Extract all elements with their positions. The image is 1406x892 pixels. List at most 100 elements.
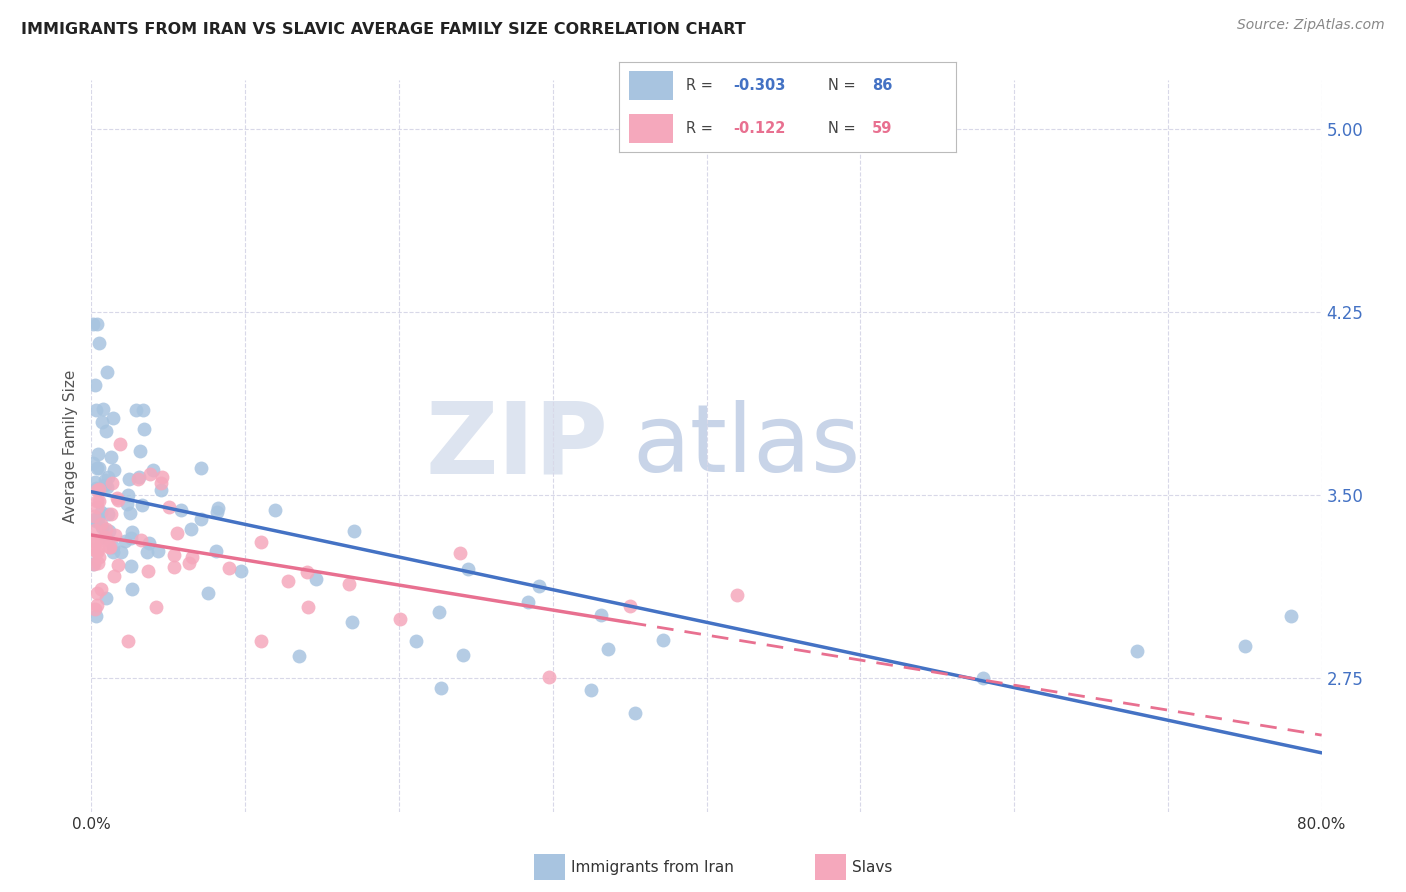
Point xyxy=(115,497,138,511)
Text: ZIP: ZIP xyxy=(425,398,607,494)
Point xyxy=(343,524,366,538)
Point xyxy=(87,510,110,524)
Point xyxy=(101,540,124,554)
Point xyxy=(90,505,112,519)
Point xyxy=(121,582,143,597)
Point xyxy=(96,480,118,494)
Point xyxy=(129,533,152,548)
Point xyxy=(589,607,612,622)
Point xyxy=(94,478,117,492)
Point xyxy=(83,602,105,616)
Point xyxy=(127,472,149,486)
Point xyxy=(86,317,108,331)
Point xyxy=(135,544,157,558)
Point xyxy=(96,591,118,605)
Point xyxy=(180,550,202,565)
Point xyxy=(725,588,748,602)
Point xyxy=(83,523,105,537)
Text: Immigrants from Iran: Immigrants from Iran xyxy=(571,860,734,874)
Point xyxy=(94,522,117,536)
Point xyxy=(91,520,114,534)
Point xyxy=(84,403,107,417)
Text: Source: ZipAtlas.com: Source: ZipAtlas.com xyxy=(1237,18,1385,32)
Point xyxy=(150,483,173,497)
Text: R =: R = xyxy=(686,78,713,93)
Point xyxy=(87,494,110,508)
Text: -0.122: -0.122 xyxy=(734,121,786,136)
Point xyxy=(98,540,121,554)
Point xyxy=(87,483,110,497)
Point xyxy=(91,402,114,417)
Point xyxy=(538,670,561,684)
Point xyxy=(288,648,311,663)
Point xyxy=(229,564,252,578)
Text: R =: R = xyxy=(686,121,713,136)
Point xyxy=(142,463,165,477)
Y-axis label: Average Family Size: Average Family Size xyxy=(63,369,79,523)
Point xyxy=(277,574,299,588)
Point xyxy=(430,681,453,696)
Point xyxy=(82,541,104,556)
Text: N =: N = xyxy=(828,78,855,93)
Point xyxy=(120,506,142,520)
Point xyxy=(118,472,141,486)
Point xyxy=(132,402,155,417)
Point xyxy=(87,541,110,556)
Point xyxy=(86,493,108,508)
Point xyxy=(83,535,105,549)
Point xyxy=(149,475,172,490)
Point xyxy=(340,615,363,629)
Point xyxy=(90,516,112,531)
Point xyxy=(104,528,127,542)
Point xyxy=(84,514,107,528)
Point xyxy=(297,565,319,579)
Point xyxy=(128,444,150,458)
Point xyxy=(103,463,125,477)
Point xyxy=(166,526,188,541)
Point xyxy=(103,568,125,582)
Point xyxy=(86,483,108,498)
Point xyxy=(98,540,121,554)
Point xyxy=(337,577,360,591)
Point xyxy=(86,557,108,571)
Point xyxy=(101,545,124,559)
Point xyxy=(457,562,479,576)
Point xyxy=(177,556,200,570)
Point xyxy=(136,564,159,578)
Point xyxy=(90,582,112,596)
Point xyxy=(89,460,111,475)
Point xyxy=(84,609,107,624)
Point xyxy=(190,511,212,525)
Point xyxy=(83,557,105,571)
Point xyxy=(96,508,118,522)
Point xyxy=(619,599,641,614)
Point xyxy=(388,612,411,626)
Point xyxy=(117,488,139,502)
Point xyxy=(207,500,229,515)
Point xyxy=(105,491,128,505)
Point xyxy=(100,507,122,521)
Point xyxy=(972,671,994,685)
Point xyxy=(297,599,319,614)
Point xyxy=(249,633,271,648)
Point xyxy=(108,436,131,450)
Point xyxy=(170,503,193,517)
Point xyxy=(157,500,180,515)
Text: Slavs: Slavs xyxy=(852,860,893,874)
Point xyxy=(86,545,108,559)
Point xyxy=(91,533,114,548)
Point xyxy=(91,415,114,429)
Point xyxy=(205,505,228,519)
Point xyxy=(83,512,105,526)
Point xyxy=(96,365,118,379)
Text: 86: 86 xyxy=(872,78,891,93)
Point xyxy=(624,706,647,721)
Point xyxy=(264,502,287,516)
Point xyxy=(84,481,107,495)
Point xyxy=(138,536,160,550)
Point xyxy=(162,548,184,562)
Bar xyxy=(628,71,672,100)
Point xyxy=(1233,639,1256,653)
Point xyxy=(449,546,471,560)
Point xyxy=(96,532,118,546)
